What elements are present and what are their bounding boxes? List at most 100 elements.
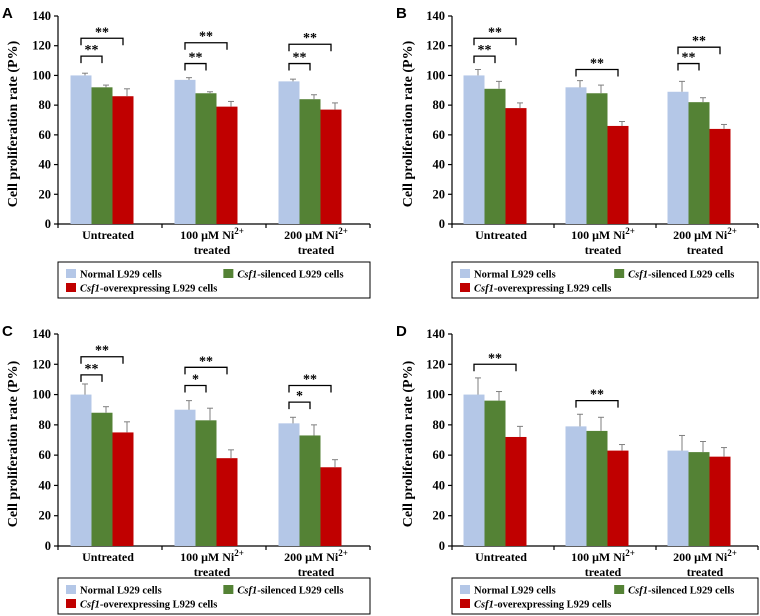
legend-swatch (460, 269, 470, 278)
legend-swatch (223, 269, 234, 278)
x-category-label: 100 μM Ni2+ (180, 226, 244, 242)
y-tick-label: 0 (45, 539, 51, 553)
bar-normal (174, 79, 196, 224)
significance-label: ** (199, 30, 213, 45)
legend-label: Csf1-overexpressing L929 cells (474, 284, 611, 295)
legend-swatch (223, 585, 234, 594)
y-tick-label: 40 (433, 158, 446, 172)
legend-label: Csf1-silenced L929 cells (237, 586, 343, 597)
significance-label: ** (199, 354, 213, 369)
panel-letter: B (396, 5, 407, 22)
legend: Normal L929 cells Csf1-silenced L929 cell… (451, 261, 759, 299)
x-category-label: Untreated (82, 550, 134, 564)
legend: Normal L929 cells Csf1-silenced L929 cell… (57, 261, 371, 299)
panel-letter: A (2, 5, 13, 22)
significance-bracket (80, 37, 124, 46)
significance-bracket (677, 62, 700, 71)
significance-bracket (80, 55, 103, 64)
bar-normal (174, 409, 196, 546)
significance-label: * (192, 372, 199, 387)
significance-label: * (296, 389, 303, 404)
y-tick-label: 80 (433, 418, 446, 432)
y-tick-label: 40 (433, 478, 446, 492)
y-tick-label: 20 (39, 187, 52, 201)
y-tick-label: 60 (433, 448, 446, 462)
significance-bracket (80, 356, 124, 364)
y-tick-label: 20 (433, 509, 446, 523)
significance-bracket (80, 374, 103, 382)
significance-bracket (288, 401, 311, 410)
legend: Normal L929 cells Csf1-silenced L929 cell… (451, 577, 759, 615)
legend-label: Csf1-overexpressing L929 cells (474, 600, 611, 611)
bar-silenced (688, 452, 710, 546)
x-category-label: 100 μM Ni2+ (571, 226, 635, 242)
y-axis-label: Cell proliferation rate (P%) (401, 40, 416, 207)
legend-label: Csf1-overexpressing L929 cells (80, 600, 217, 611)
bar-silenced (195, 93, 217, 224)
significance-label: ** (590, 388, 604, 403)
legend-swatch (614, 269, 625, 278)
significance-bracket (288, 384, 332, 393)
legend-swatch (66, 585, 76, 594)
y-tick-label: 20 (433, 187, 446, 201)
significance-bracket (184, 42, 228, 50)
significance-bracket (184, 62, 207, 71)
y-tick-label: 100 (32, 68, 51, 82)
legend-label: Csf1-silenced L929 cells (237, 270, 343, 281)
bar-normal (463, 394, 485, 546)
significance-bracket (575, 68, 619, 77)
legend-swatch (460, 283, 470, 292)
bar-normal (565, 426, 587, 546)
bar-normal (565, 87, 587, 224)
significance-label: ** (95, 25, 109, 40)
bar-silenced (586, 430, 608, 546)
x-category-label: 200 μM Ni2+ (673, 226, 737, 242)
legend-box (451, 577, 759, 615)
bar-overexpressing (112, 432, 134, 546)
legend-label: Normal L929 cells (474, 586, 556, 597)
y-tick-label: 140 (426, 9, 445, 23)
y-tick-label: 140 (32, 327, 51, 341)
significance-label: ** (682, 51, 696, 66)
x-category-label-line2: treated (687, 243, 724, 257)
bar-normal (667, 450, 689, 546)
y-tick-label: 80 (39, 98, 52, 112)
panel-letter: C (2, 323, 13, 340)
significance-bracket (473, 55, 496, 64)
x-category-label-line2: treated (687, 565, 724, 579)
bar-overexpressing (607, 450, 629, 546)
y-tick-label: 0 (45, 217, 51, 231)
significance-bracket (575, 399, 619, 408)
bar-overexpressing (320, 467, 342, 546)
legend-label: Normal L929 cells (474, 270, 556, 281)
bar-overexpressing (216, 458, 238, 546)
bar-overexpressing (709, 456, 731, 546)
significance-bracket (288, 62, 311, 71)
x-category-label: Untreated (82, 228, 134, 242)
bar-silenced (299, 99, 321, 224)
y-tick-label: 0 (439, 217, 445, 231)
significance-bracket (473, 363, 517, 372)
x-category-label-line2: treated (298, 565, 335, 579)
legend-box (57, 261, 371, 299)
panel-letter: D (396, 323, 407, 340)
bar-overexpressing (505, 436, 527, 546)
bar-silenced (195, 420, 217, 546)
bar-overexpressing (709, 128, 731, 224)
legend-swatch (460, 599, 470, 608)
legend-swatch (614, 585, 625, 594)
significance-label: ** (85, 43, 99, 58)
y-tick-label: 80 (433, 98, 446, 112)
legend-label: Csf1-silenced L929 cells (628, 586, 734, 597)
significance-label: ** (303, 31, 317, 46)
x-category-label: 100 μM Ni2+ (180, 548, 244, 564)
x-category-label: 100 μM Ni2+ (571, 548, 635, 564)
y-tick-label: 120 (426, 357, 445, 371)
x-category-label-line2: treated (585, 243, 622, 257)
bar-silenced (299, 435, 321, 546)
bar-normal (278, 423, 300, 546)
x-category-label: 200 μM Ni2+ (284, 226, 348, 242)
y-tick-label: 20 (39, 509, 52, 523)
chart-panel-c: C Cell proliferation rate (P%) 0 20 40 60 80 10… (2, 323, 371, 615)
bar-normal (278, 81, 300, 224)
